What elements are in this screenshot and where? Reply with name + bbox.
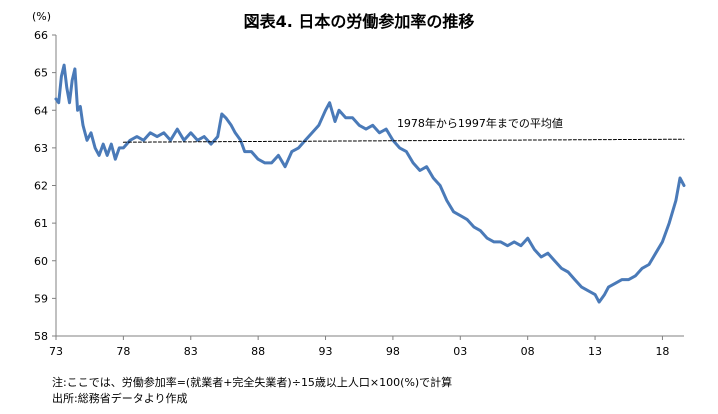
y-unit-label: (%) bbox=[32, 10, 51, 23]
y-tick-label: 62 bbox=[34, 180, 48, 193]
x-tick-label: 98 bbox=[386, 345, 400, 358]
y-tick-labels: 58 59 60 61 62 63 64 65 66 bbox=[34, 29, 56, 343]
x-tick-label: 13 bbox=[588, 345, 602, 358]
x-tick-label: 03 bbox=[453, 345, 467, 358]
note-line: 注:ここでは、労働参加率=(就業者+完全失業者)÷15歳以上人口×100(%)で… bbox=[52, 376, 453, 389]
annotation-layer: 1978年から1997年までの平均値 bbox=[397, 116, 563, 130]
series-layer bbox=[54, 63, 686, 304]
annotation-label: 1978年から1997年までの平均値 bbox=[397, 116, 563, 130]
x-tick-label: 93 bbox=[319, 345, 333, 358]
x-tick-label: 83 bbox=[184, 345, 198, 358]
x-tick-label: 73 bbox=[49, 345, 63, 358]
chart-title: 図表4. 日本の労働参加率の推移 bbox=[243, 12, 475, 31]
y-tick-label: 64 bbox=[34, 104, 48, 117]
y-tick-label: 65 bbox=[34, 67, 48, 80]
y-tick-label: 59 bbox=[34, 292, 48, 305]
y-tick-label: 66 bbox=[34, 29, 48, 42]
x-tick-label: 08 bbox=[521, 345, 535, 358]
x-tick-label: 18 bbox=[655, 345, 669, 358]
average-reference-line bbox=[122, 138, 685, 143]
x-tick-label: 78 bbox=[116, 345, 130, 358]
y-tick-label: 61 bbox=[34, 217, 48, 230]
source-line: 出所:総務省データより作成 bbox=[52, 392, 188, 405]
y-tick-label: 63 bbox=[34, 142, 48, 155]
y-tick-label: 58 bbox=[34, 330, 48, 343]
x-tick-label: 88 bbox=[251, 345, 265, 358]
x-tick-labels: 73 78 83 88 93 98 03 08 13 18 bbox=[49, 336, 669, 358]
y-tick-label: 60 bbox=[34, 255, 48, 268]
participation-rate-line bbox=[54, 63, 686, 304]
